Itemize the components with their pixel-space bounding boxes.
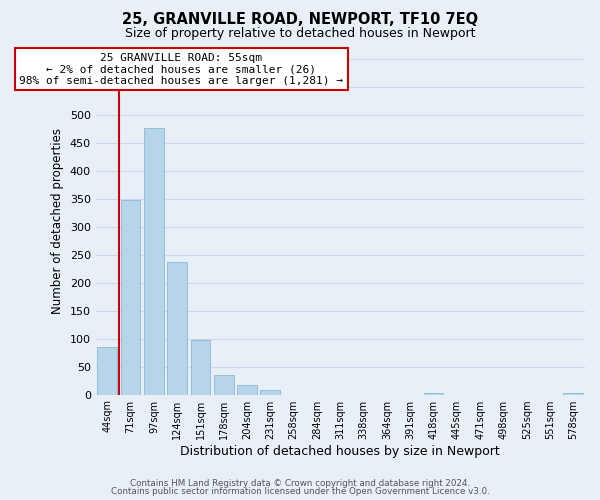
Text: 25, GRANVILLE ROAD, NEWPORT, TF10 7EQ: 25, GRANVILLE ROAD, NEWPORT, TF10 7EQ <box>122 12 478 28</box>
Bar <box>97 347 117 395</box>
Bar <box>260 390 280 394</box>
Bar <box>214 375 233 394</box>
Text: Contains HM Land Registry data © Crown copyright and database right 2024.: Contains HM Land Registry data © Crown c… <box>130 478 470 488</box>
Bar <box>144 128 164 394</box>
Bar <box>563 393 583 394</box>
Text: Contains public sector information licensed under the Open Government Licence v3: Contains public sector information licen… <box>110 487 490 496</box>
Bar <box>424 393 443 394</box>
Bar <box>237 384 257 394</box>
Bar <box>167 262 187 394</box>
Bar <box>121 200 140 394</box>
Bar <box>191 340 211 394</box>
Text: Size of property relative to detached houses in Newport: Size of property relative to detached ho… <box>125 28 475 40</box>
X-axis label: Distribution of detached houses by size in Newport: Distribution of detached houses by size … <box>181 444 500 458</box>
Text: 25 GRANVILLE ROAD: 55sqm
← 2% of detached houses are smaller (26)
98% of semi-de: 25 GRANVILLE ROAD: 55sqm ← 2% of detache… <box>19 52 343 86</box>
Y-axis label: Number of detached properties: Number of detached properties <box>51 128 64 314</box>
